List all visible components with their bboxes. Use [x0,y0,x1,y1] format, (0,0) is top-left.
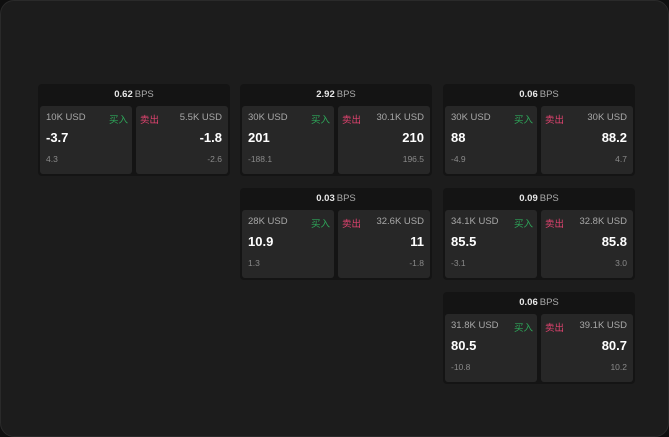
sell-button[interactable]: 卖出 30.1K USD 210 196.5 [338,106,430,174]
buy-size: 34.1K USD [451,216,499,227]
sell-label: 卖出 [342,115,362,126]
buy-label: 买入 [513,219,533,230]
sell-label: 卖出 [545,219,565,230]
sell-price: 80.7 [601,338,627,353]
sell-change: -1.8 [409,258,424,268]
buy-label: 买入 [310,219,330,230]
spread-header: 2.92 BPS [240,84,432,106]
buy-price: 85.5 [451,234,477,249]
sell-size: 32.8K USD [579,216,627,227]
spread-header: 0.09 BPS [443,188,635,210]
buy-size: 10K USD [46,112,86,123]
sell-button[interactable]: 卖出 5.5K USD -1.8 -2.6 [136,106,228,174]
buy-change: -4.9 [451,154,466,164]
spread-value: 0.62 [114,89,133,100]
sell-size: 30K USD [587,112,627,123]
buy-price: 10.9 [248,234,274,249]
sell-size: 39.1K USD [579,320,627,331]
spread-unit: BPS [539,193,559,204]
sell-button[interactable]: 卖出 30K USD 88.2 4.7 [541,106,633,174]
spread-header: 0.03 BPS [240,188,432,210]
spread-header: 0.06 BPS [443,292,635,314]
buy-size: 31.8K USD [451,320,499,331]
buy-button[interactable]: 30K USD 买入 88 -4.9 [445,106,537,174]
spread-unit: BPS [336,193,356,204]
sell-size: 5.5K USD [179,112,222,123]
buy-button[interactable]: 28K USD 买入 10.9 1.3 [242,210,334,278]
sell-button[interactable]: 卖出 39.1K USD 80.7 10.2 [541,314,633,382]
sell-label: 卖出 [342,219,362,230]
sell-change: -2.6 [207,154,222,164]
sell-change: 4.7 [615,154,627,164]
buy-change: 1.3 [248,258,260,268]
spread-unit: BPS [539,297,559,308]
spread-value: 0.06 [519,89,538,100]
spread-unit: BPS [539,89,559,100]
sell-label: 卖出 [545,323,565,334]
sell-label: 卖出 [545,115,565,126]
spread-value: 0.09 [519,193,538,204]
buy-price: 88 [451,130,466,145]
quote-card: 0.06 BPS 31.8K USD 买入 80.5 -10.8 卖出 39.1K… [443,292,635,384]
sell-price: 11 [410,234,424,249]
sell-button[interactable]: 卖出 32.8K USD 85.8 3.0 [541,210,633,278]
buy-change: 4.3 [46,154,58,164]
buy-button[interactable]: 10K USD 买入 -3.7 4.3 [40,106,132,174]
quote-card: 0.09 BPS 34.1K USD 买入 85.5 -3.1 卖出 32.8K … [443,188,635,280]
buy-label: 买入 [108,115,128,126]
quote-card: 2.92 BPS 30K USD 买入 201 -188.1 卖出 30.1K U… [240,84,432,176]
buy-change: -10.8 [451,362,471,372]
buy-size: 30K USD [248,112,288,123]
quote-card: 0.03 BPS 28K USD 买入 10.9 1.3 卖出 32.6K USD… [240,188,432,280]
sell-change: 10.2 [610,362,627,372]
spread-value: 0.06 [519,297,538,308]
spread-unit: BPS [336,89,356,100]
sell-label: 卖出 [140,115,160,126]
buy-button[interactable]: 31.8K USD 买入 80.5 -10.8 [445,314,537,382]
sell-change: 3.0 [615,258,627,268]
sell-change: 196.5 [402,154,424,164]
buy-button[interactable]: 30K USD 买入 201 -188.1 [242,106,334,174]
quote-card: 0.62 BPS 10K USD 买入 -3.7 4.3 卖出 5.5K USD … [38,84,230,176]
buy-label: 买入 [513,323,533,334]
buy-size: 30K USD [451,112,491,123]
sell-size: 32.6K USD [376,216,424,227]
buy-price: 80.5 [451,338,477,353]
buy-label: 买入 [310,115,330,126]
spread-header: 0.62 BPS [38,84,230,106]
buy-label: 买入 [513,115,533,126]
sell-price: -1.8 [199,130,222,145]
buy-change: -3.1 [451,258,466,268]
sell-size: 30.1K USD [376,112,424,123]
buy-change: -188.1 [248,154,273,164]
spread-unit: BPS [134,89,154,100]
sell-price: 88.2 [601,130,627,145]
buy-price: -3.7 [46,130,69,145]
spread-value: 0.03 [316,193,335,204]
sell-price: 85.8 [601,234,627,249]
spread-value: 2.92 [316,89,335,100]
sell-button[interactable]: 卖出 32.6K USD 11 -1.8 [338,210,430,278]
quote-card: 0.06 BPS 30K USD 买入 88 -4.9 卖出 30K USD 88… [443,84,635,176]
buy-button[interactable]: 34.1K USD 买入 85.5 -3.1 [445,210,537,278]
buy-price: 201 [248,130,270,145]
spread-header: 0.06 BPS [443,84,635,106]
buy-size: 28K USD [248,216,288,227]
sell-price: 210 [402,130,424,145]
